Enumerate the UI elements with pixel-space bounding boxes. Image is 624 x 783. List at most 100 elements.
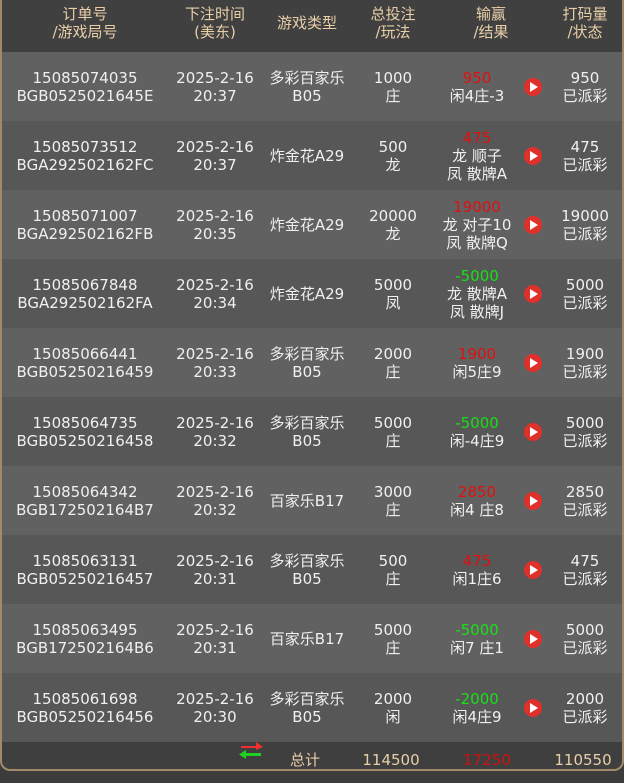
bet-cell-play: 龙 [385,224,401,243]
bet-cell: 500 龙 [379,138,408,174]
order-cell-order: 15085064735 [32,413,138,432]
time-cell-time: 20:31 [193,638,237,657]
header-time: 下注时间 (美东) [184,5,246,41]
winloss-cell-winloss: 1900 [457,344,497,363]
turnover-cell-turnover: 2850 [565,482,605,501]
winloss-cell: 1900 闲5庄9 [452,345,501,381]
bet-cell-bet: 5000 [373,275,413,294]
winloss-cell-result: 龙 散牌A 凤 散牌J [446,284,508,321]
play-replay-icon[interactable] [524,491,542,510]
time-cell: 2025-2-16 20:31 [176,552,254,588]
table-row[interactable]: 15085067848 BGA292502162FA 2025-2-16 20:34 炸… [2,259,622,328]
game-cell: 多彩百家乐 B05 [269,345,344,381]
table-row[interactable]: 15085074035 BGB0525021645E 2025-2-16 20:37 多… [2,52,622,121]
table-row[interactable]: 15085064342 BGB172502164B7 2025-2-16 20:32 百… [2,466,622,535]
order-cell-order: 15085071007 [32,206,138,225]
time-cell-time: 20:37 [193,86,237,105]
turnover-cell-turnover: 2000 [565,689,605,708]
bet-cell-play: 庄 [385,569,401,588]
turnover-cell-status: 已派彩 [562,569,608,588]
turnover-cell-status: 已派彩 [562,362,608,381]
play-replay-icon[interactable] [524,77,542,96]
game-cell-game: 炸金花A29 [269,146,345,165]
order-cell-order: 15085074035 [32,68,138,87]
bet-cell-bet: 500 [378,551,408,570]
winloss-cell: 19000 龙 对子10 凤 散牌Q [443,198,512,252]
table-row[interactable]: 15085064735 BGB05250216458 2025-2-16 20:32 多… [2,397,622,466]
winloss-cell: 2850 闲4 庄8 [450,483,504,519]
game-cell-game: 百家乐B17 [269,629,345,648]
order-cell: 15085066441 BGB05250216459 [17,345,154,381]
play-replay-icon[interactable] [524,560,542,579]
winloss-cell-winloss: 475 [462,128,492,147]
play-replay-icon[interactable] [524,146,542,165]
order-cell: 15085073512 BGA292502162FC [17,138,154,174]
play-replay-icon[interactable] [524,215,542,234]
bet-cell-bet: 1000 [373,68,413,87]
time-cell-date: 2025-2-16 [176,275,254,294]
table-row[interactable]: 15085063495 BGB172502164B6 2025-2-16 20:31 百… [2,604,622,673]
table-row[interactable]: 15085073512 BGA292502162FC 2025-2-16 20:37 炸… [2,121,622,190]
order-cell: 15085074035 BGB0525021645E [17,69,154,105]
header-turnover: 打码量 /状态 [562,5,608,41]
winloss-cell-result: 闲-4庄9 [449,431,505,450]
bet-cell: 2000 庄 [374,345,412,381]
turnover-cell-turnover: 475 [570,551,600,570]
totals-label: 总计 [289,751,321,769]
game-cell-game: 百家乐B17 [269,491,345,510]
time-cell-date: 2025-2-16 [176,482,254,501]
table-row[interactable]: 15085071007 BGA292502162FB 2025-2-16 20:35 炸… [2,190,622,259]
winloss-cell-winloss: -5000 [455,413,499,432]
game-cell: 炸金花A29 [270,147,344,165]
bet-cell: 20000 龙 [369,207,417,243]
order-cell-round: BGB05250216459 [16,362,154,381]
winloss-cell: -2000 闲4庄9 [452,690,501,726]
order-cell-order: 15085067848 [32,275,138,294]
play-replay-icon[interactable] [524,629,542,648]
bet-cell: 3000 庄 [374,483,412,519]
time-cell: 2025-2-16 20:32 [176,483,254,519]
order-cell-round: BGA292502162FA [17,293,153,312]
bet-cell-bet: 20000 [369,206,417,225]
bet-cell-bet: 3000 [373,482,413,501]
time-cell-date: 2025-2-16 [176,206,254,225]
bet-cell-play: 闲 [385,707,401,726]
refresh-swap-icon[interactable] [238,738,264,762]
turnover-cell-turnover: 1900 [565,344,605,363]
turnover-cell-status: 已派彩 [562,293,608,312]
total-turnover: 110550 [554,751,612,769]
turnover-cell-status: 已派彩 [562,638,608,657]
winloss-cell-result: 闲5庄9 [452,362,502,381]
bet-cell-play: 庄 [385,362,401,381]
bet-cell-play: 庄 [385,431,401,450]
turnover-cell-turnover: 5000 [565,620,605,639]
play-replay-icon[interactable] [524,353,542,372]
play-replay-icon[interactable] [524,698,542,717]
table-row[interactable]: 15085061698 BGB05250216456 2025-2-16 20:30 多… [2,673,622,742]
order-cell-round: BGB05250216457 [16,569,154,588]
winloss-cell-winloss: -5000 [455,620,499,639]
game-cell: 多彩百家乐 B05 [269,552,344,588]
table-body[interactable]: 15085074035 BGB0525021645E 2025-2-16 20:37 多… [2,52,622,742]
time-cell-date: 2025-2-16 [176,137,254,156]
play-replay-icon[interactable] [524,284,542,303]
turnover-cell: 5000 已派彩 [562,414,607,450]
time-cell: 2025-2-16 20:31 [176,621,254,657]
winloss-cell: -5000 闲7 庄1 [450,621,504,657]
table-header: 订单号 /游戏局号 下注时间 (美东) 游戏类型 总投注 /玩法 输赢 /结果 … [2,0,622,52]
winloss-cell-winloss: -5000 [455,266,499,285]
winloss-cell: -5000 龙 散牌A 凤 散牌J [447,267,507,321]
play-replay-icon[interactable] [524,422,542,441]
table-row[interactable]: 15085066441 BGB05250216459 2025-2-16 20:33 多… [2,328,622,397]
time-cell-time: 20:31 [193,569,237,588]
time-cell-date: 2025-2-16 [176,620,254,639]
turnover-cell-status: 已派彩 [562,224,608,243]
bet-cell: 2000 闲 [374,690,412,726]
table-row[interactable]: 15085063131 BGB05250216457 2025-2-16 20:31 多… [2,535,622,604]
game-cell: 百家乐B17 [270,492,344,510]
bet-cell-bet: 5000 [373,413,413,432]
order-cell-round: BGB05250216458 [16,431,154,450]
turnover-cell-status: 已派彩 [562,500,608,519]
order-cell-order: 15085066441 [32,344,138,363]
